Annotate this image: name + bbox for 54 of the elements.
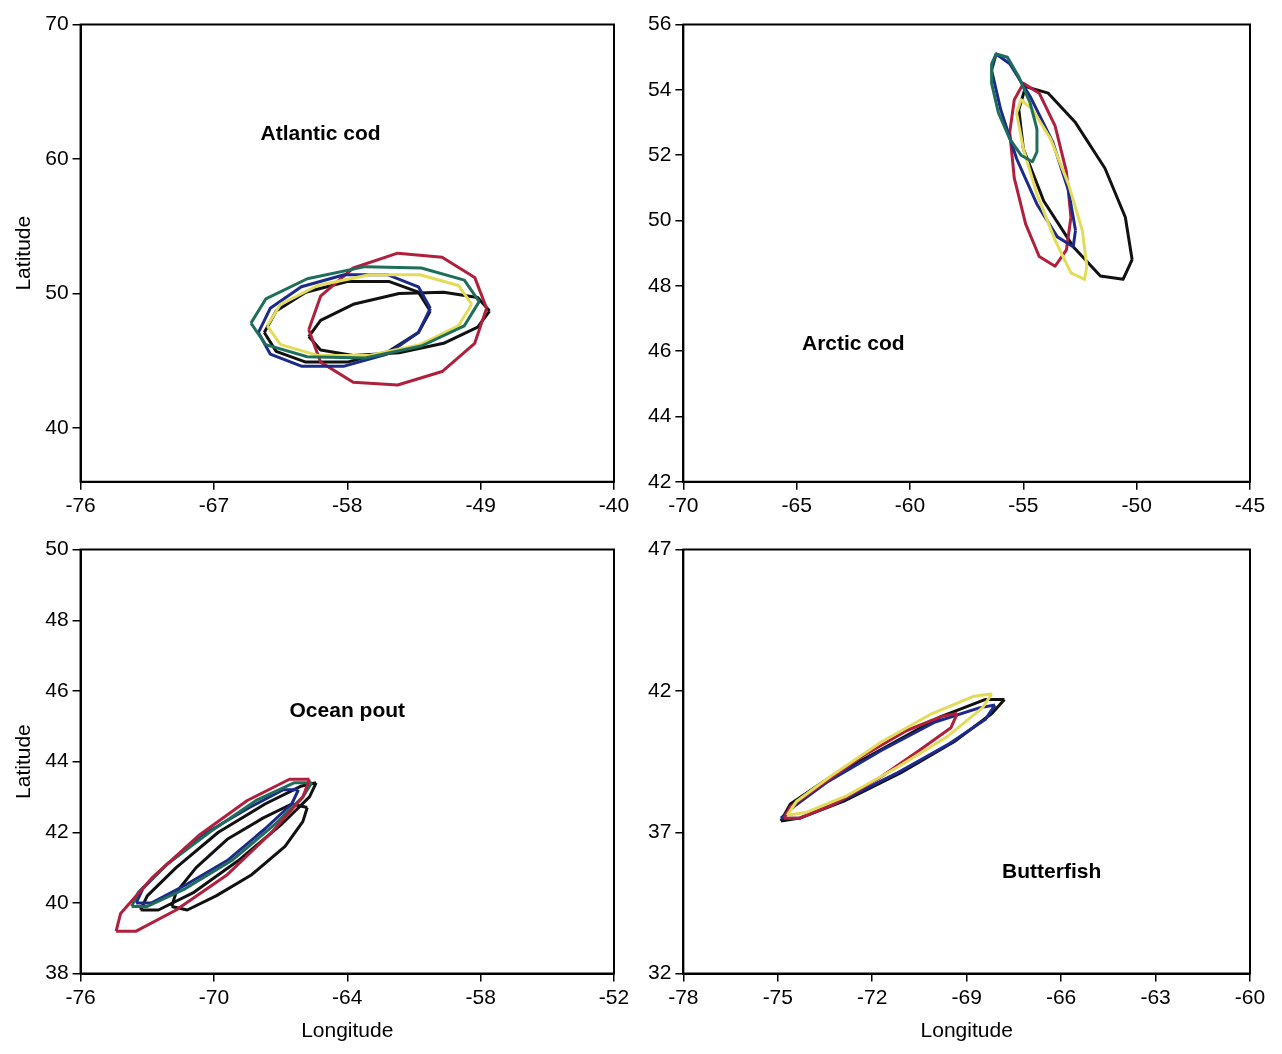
x-axis-title: Longitude [920,1018,1013,1042]
text: Ocean pout [289,697,406,721]
y-axis-title: Latitude [11,215,35,291]
y-tick-label: 48 [648,272,672,296]
y-tick-label: 50 [648,207,672,231]
y-tick-label: 70 [45,11,69,35]
x-axis-title: Longitude [301,1018,394,1042]
x-tick-label: -70 [198,985,230,1008]
x-tick-label: -64 [332,985,363,1008]
y-tick-label: 50 [45,536,69,560]
y-tick-label: 50 [45,280,69,304]
x-tick-label: -60 [894,493,926,517]
x-tick-label: -58 [332,493,363,517]
y-tick-label: 46 [648,337,672,361]
x-tick-label: -66 [1045,985,1077,1008]
text: Atlantic cod [260,121,381,145]
x-tick-label: -69 [951,985,982,1008]
x-tick-label: -72 [857,985,888,1008]
y-tick-label: 42 [648,468,672,492]
x-tick-label: -60 [1234,985,1266,1008]
x-tick-label: -49 [465,493,496,517]
text: Butterfish [1002,858,1102,882]
y-tick-label: 48 [45,607,69,631]
x-tick-label: -70 [668,493,699,517]
y-tick-label: 60 [45,145,69,169]
y-tick-label: 37 [648,819,672,843]
y-tick-label: 42 [45,819,69,843]
x-tick-label: -58 [465,985,496,1008]
x-tick-label: -65 [781,493,812,517]
x-tick-label: -76 [65,985,96,1008]
x-tick-label: -78 [668,985,699,1008]
x-tick-label: -67 [198,493,230,517]
y-tick-label: 52 [648,142,672,166]
y-tick-label: 40 [45,414,69,438]
text: Arctic cod [802,331,905,355]
y-tick-label: 32 [648,960,672,984]
y-tick-label: 56 [648,11,672,35]
y-axis-title: Latitude [11,724,35,799]
x-tick-label: -55 [1008,493,1039,517]
x-tick-label: -52 [598,985,630,1008]
x-tick-label: -45 [1234,493,1266,517]
y-tick-label: 42 [648,677,672,701]
x-tick-label: -76 [65,493,96,517]
x-tick-label: -75 [762,985,793,1008]
y-tick-label: 47 [648,536,672,560]
y-tick-label: 54 [648,76,672,100]
y-tick-label: 44 [45,748,69,772]
y-tick-label: 46 [45,677,69,701]
y-tick-label: 38 [45,960,69,984]
y-tick-label: 44 [648,403,672,427]
y-tick-label: 40 [45,889,69,913]
x-tick-label: -50 [1121,493,1152,517]
x-tick-label: -63 [1140,985,1171,1008]
x-tick-label: -40 [598,493,630,517]
